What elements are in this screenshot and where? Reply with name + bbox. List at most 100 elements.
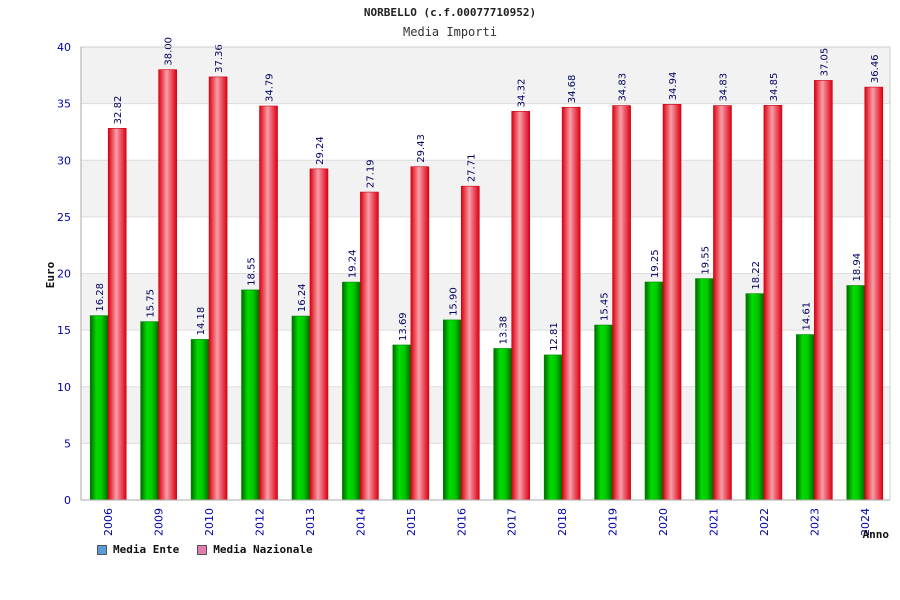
x-tick-label: 2012 — [254, 508, 267, 536]
bar-media-ente — [644, 281, 664, 501]
bar-media-nazionale — [309, 168, 329, 501]
data-label: 19.24 — [347, 249, 358, 278]
x-tick-label: 2016 — [455, 508, 468, 536]
y-tick-label: 20 — [57, 268, 71, 281]
legend-label-nazionale: Media Nazionale — [213, 543, 313, 556]
y-tick-label: 35 — [57, 98, 71, 111]
legend-label-ente: Media Ente — [113, 543, 180, 556]
data-label: 13.69 — [398, 312, 409, 341]
data-label: 34.83 — [718, 73, 729, 102]
x-tick-label: 2009 — [153, 508, 166, 536]
bar-media-ente — [745, 293, 765, 501]
y-axis-title: Euro — [44, 261, 57, 288]
y-tick-label: 10 — [57, 381, 71, 394]
data-label: 27.71 — [466, 154, 477, 183]
x-tick-label: 2014 — [354, 508, 367, 536]
bar-media-nazionale — [158, 69, 177, 501]
bar-media-nazionale — [713, 105, 732, 501]
data-label: 38.00 — [164, 37, 175, 66]
data-label: 34.68 — [567, 75, 578, 104]
x-axis-title: Anno — [863, 528, 890, 541]
bar-media-ente — [89, 315, 109, 501]
data-label: 34.83 — [618, 73, 629, 102]
data-label: 34.79 — [265, 73, 276, 102]
data-label: 29.43 — [416, 134, 427, 163]
legend-item-ente: Media Ente — [97, 543, 179, 556]
data-label: 19.55 — [700, 246, 711, 275]
x-tick-label: 2010 — [203, 508, 216, 536]
data-label: 29.24 — [315, 136, 326, 165]
data-label: 32.82 — [113, 96, 124, 125]
data-label: 18.22 — [751, 261, 762, 290]
data-label: 34.32 — [517, 79, 528, 108]
bar-media-nazionale — [107, 128, 127, 501]
bar-media-ente — [695, 278, 714, 501]
data-label: 34.85 — [769, 73, 780, 102]
bar-media-nazionale — [259, 105, 278, 501]
x-tick-label: 2020 — [657, 508, 670, 536]
x-tick-label: 2022 — [758, 508, 771, 536]
bar-media-ente — [342, 281, 361, 501]
legend-swatch-ente — [97, 544, 107, 555]
bar-media-nazionale — [460, 185, 480, 501]
x-tick-label: 2015 — [405, 508, 418, 536]
y-tick-label: 5 — [64, 437, 71, 450]
bar-media-nazionale — [208, 76, 228, 501]
y-tick-label: 30 — [57, 154, 71, 167]
legend: Media Ente Media Nazionale — [97, 543, 313, 556]
y-tick-label: 0 — [64, 494, 71, 507]
y-tick-label: 15 — [57, 324, 71, 337]
legend-item-nazionale: Media Nazionale — [197, 543, 313, 556]
data-label: 34.94 — [668, 72, 679, 101]
bar-media-nazionale — [864, 86, 884, 501]
bar-media-ente — [594, 324, 613, 501]
data-label: 37.05 — [819, 48, 830, 77]
bar-media-ente — [392, 344, 412, 501]
x-tick-label: 2017 — [506, 508, 519, 536]
x-tick-label: 2006 — [102, 508, 115, 536]
data-label: 13.38 — [499, 316, 510, 345]
bar-media-nazionale — [814, 80, 833, 501]
bar-media-ente — [140, 321, 159, 501]
bar-media-ente — [190, 339, 210, 501]
data-label: 15.45 — [600, 292, 611, 321]
bar-media-nazionale — [662, 104, 682, 501]
bar-media-ente — [493, 348, 513, 501]
data-label: 15.90 — [448, 287, 459, 316]
x-tick-label: 2013 — [304, 508, 317, 536]
data-label: 18.94 — [852, 253, 863, 282]
bar-media-ente — [846, 285, 866, 501]
bar-media-nazionale — [612, 105, 631, 501]
x-tick-label: 2023 — [808, 508, 821, 536]
data-label: 18.55 — [247, 257, 258, 286]
bar-media-ente — [241, 289, 260, 501]
bar-media-nazionale — [561, 106, 581, 501]
chart-title: NORBELLO (c.f.00077710952) — [363, 6, 537, 19]
bar-media-ente — [796, 334, 815, 501]
x-tick-label: 2019 — [607, 508, 620, 536]
y-tick-label: 40 — [57, 41, 71, 54]
data-label: 16.24 — [297, 283, 308, 312]
bar-media-nazionale — [410, 166, 430, 501]
data-label: 12.81 — [549, 322, 560, 351]
data-label: 37.36 — [214, 44, 225, 73]
x-tick-label: 2024 — [859, 508, 872, 536]
bar-media-nazionale — [763, 105, 783, 501]
data-label: 27.19 — [365, 159, 376, 188]
x-tick-label: 2021 — [707, 508, 720, 536]
bar-media-ente — [442, 319, 462, 501]
data-label: 14.61 — [801, 302, 812, 331]
bar-media-ente — [543, 354, 563, 501]
data-label: 14.18 — [196, 307, 207, 336]
x-tick-label: 2018 — [556, 508, 569, 536]
data-label: 16.28 — [95, 283, 106, 312]
data-label: 15.75 — [146, 289, 157, 318]
bar-media-nazionale — [511, 111, 531, 501]
chart-subtitle: Media Importi — [403, 25, 497, 39]
data-label: 19.25 — [650, 249, 661, 278]
bar-media-nazionale — [360, 191, 379, 501]
y-tick-label: 25 — [57, 211, 71, 224]
bar-media-ente — [291, 315, 311, 501]
legend-swatch-nazionale — [197, 544, 208, 555]
